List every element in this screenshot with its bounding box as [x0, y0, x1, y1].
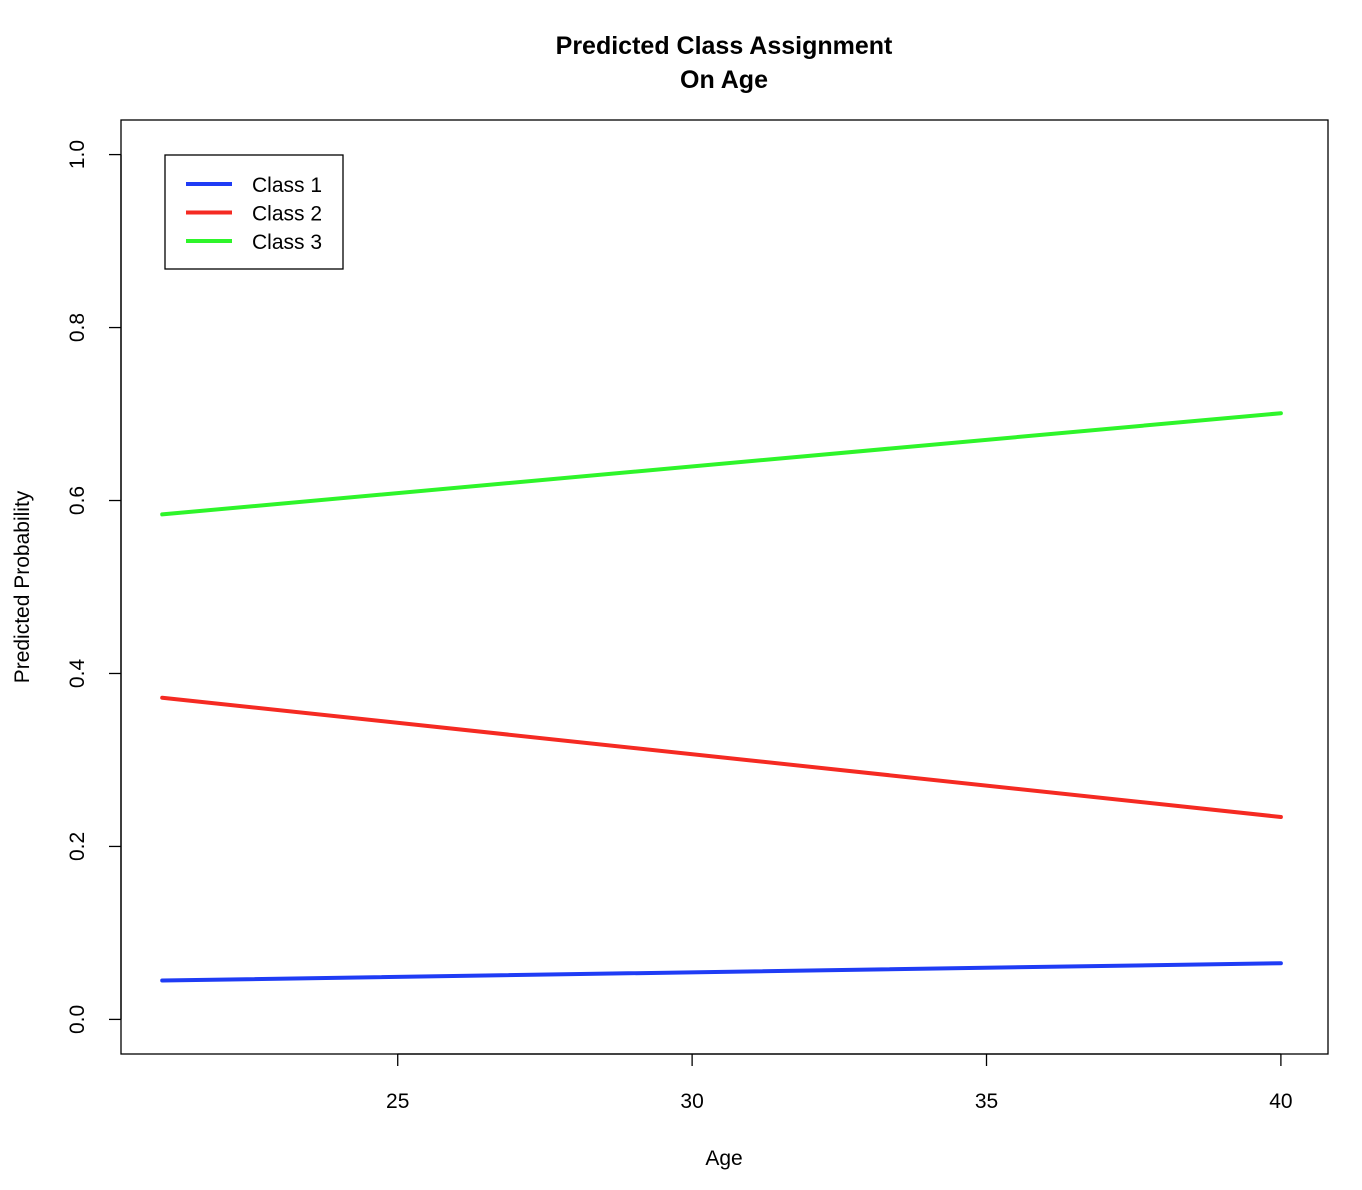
- y-axis-label: Predicted Probability: [11, 490, 34, 683]
- series-line-class-1: [160, 961, 1283, 983]
- y-axis: 0.0 0.2 0.4 0.6 0.8 1.0: [66, 140, 122, 1034]
- legend-label-class-1: Class 1: [252, 174, 322, 197]
- series-line-class-3: [160, 411, 1283, 517]
- y-tick-label: 0.8: [66, 313, 89, 342]
- x-tick-label: 25: [386, 1090, 409, 1113]
- legend-label-class-2: Class 2: [252, 203, 322, 226]
- y-tick-label: 0.4: [66, 659, 89, 689]
- y-tick-label: 1.0: [66, 140, 89, 169]
- series-lines: [160, 411, 1283, 983]
- x-tick-label: 40: [1269, 1090, 1292, 1113]
- x-tick-label: 30: [680, 1090, 703, 1113]
- x-tick-label: 35: [975, 1090, 998, 1113]
- legend-label-class-3: Class 3: [252, 231, 322, 254]
- y-tick-label: 0.6: [66, 486, 89, 515]
- x-axis-label: Age: [705, 1147, 742, 1170]
- y-tick-label: 0.2: [66, 832, 89, 861]
- series-line-class-2: [160, 695, 1283, 819]
- chart-title-line-1: Predicted Class Assignment: [556, 32, 893, 60]
- y-tick-label: 0.0: [66, 1005, 89, 1034]
- chart-title-line-2: On Age: [680, 66, 768, 94]
- x-axis: 25 30 35 40: [386, 1053, 1293, 1113]
- legend: Class 1 Class 2 Class 3: [164, 154, 344, 270]
